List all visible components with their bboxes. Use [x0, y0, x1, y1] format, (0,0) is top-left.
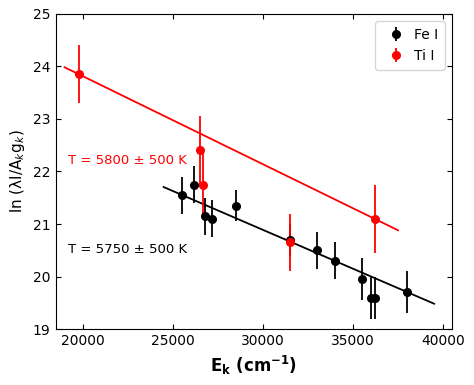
- Legend: Fe I, Ti I: Fe I, Ti I: [375, 21, 445, 70]
- Text: T = 5800 ± 500 K: T = 5800 ± 500 K: [68, 154, 187, 167]
- Y-axis label: ln (λI/A$_k$g$_k$): ln (λI/A$_k$g$_k$): [9, 130, 27, 213]
- Text: T = 5750 ± 500 K: T = 5750 ± 500 K: [68, 243, 187, 256]
- X-axis label: $\mathbf{E_k}$ $\mathbf{(cm^{-1})}$: $\mathbf{E_k}$ $\mathbf{(cm^{-1})}$: [210, 353, 297, 377]
